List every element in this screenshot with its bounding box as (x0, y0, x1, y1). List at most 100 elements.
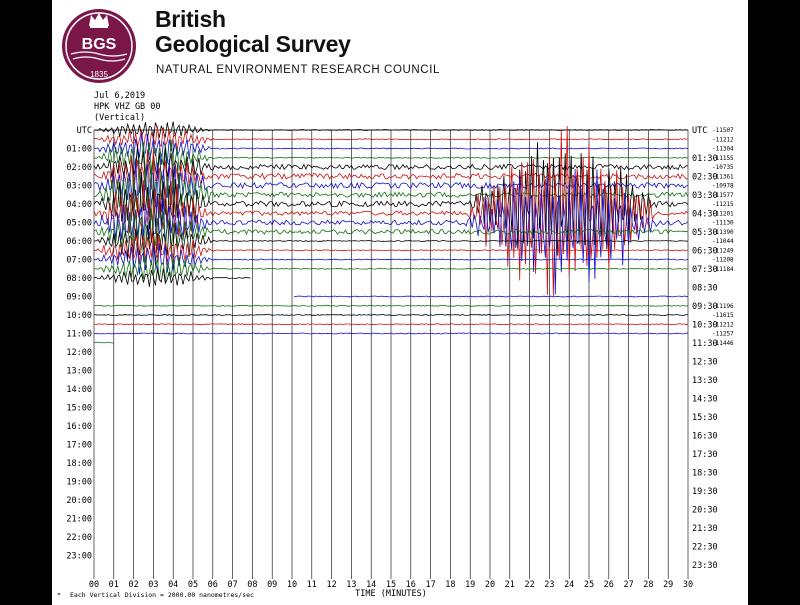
row-label-right: 06:30 (692, 246, 718, 256)
x-tick-label: 10 (287, 580, 297, 590)
trace-offset-value: -11257 (712, 331, 734, 338)
row-label-right: 13:30 (692, 376, 718, 386)
row-label-left: 08:00 (66, 274, 92, 284)
trace-offset-value: -11208 (712, 257, 734, 264)
row-label-right: 03:30 (692, 191, 718, 201)
row-label-left: 12:00 (66, 348, 92, 358)
row-label-right: 02:30 (692, 172, 718, 182)
x-tick-label: 28 (643, 580, 653, 590)
seismic-traces (93, 121, 689, 344)
trace-offset-value: -11212 (712, 136, 734, 143)
trace-offset-value: -11201 (712, 210, 734, 217)
x-tick-label: 19 (465, 580, 475, 590)
row-label-right: 05:30 (692, 228, 718, 238)
x-tick-label: 16 (406, 580, 416, 590)
axis-labels: UTC 01:00 02:00 03:00 04:00 05:00 06:00 07:00 08… (66, 126, 734, 599)
row-label-left: 18:00 (66, 459, 92, 469)
row-label-left: 15:00 (66, 404, 92, 414)
row-label-left: 21:00 (66, 515, 92, 525)
logo-wave-1 (70, 51, 128, 57)
x-tick-label: 30 (683, 580, 693, 590)
row-label-right: UTC (692, 126, 707, 136)
org-name-line1: British (155, 6, 226, 32)
vertical-division-note: Each Vertical Division = 2000.00 nanomet… (70, 591, 254, 599)
row-label-right: 07:30 (692, 265, 718, 275)
x-tick-label: 09 (267, 580, 277, 590)
trace-line (93, 314, 689, 316)
row-label-right: 08:30 (692, 283, 718, 293)
row-label-left: 19:00 (66, 478, 92, 488)
logo-year: 1835 (90, 70, 108, 79)
row-label-left: 03:00 (66, 182, 92, 192)
trace-line (93, 168, 689, 295)
trace-offset-value: -11184 (712, 266, 734, 273)
x-tick-label: 23 (544, 580, 554, 590)
row-label-left: 06:00 (66, 237, 92, 247)
row-label-right: 22:30 (692, 542, 718, 552)
x-tick-label: 11 (307, 580, 317, 590)
trace-line (93, 255, 688, 283)
crown-icon (89, 13, 109, 26)
row-label-left: 01:00 (66, 145, 92, 155)
trace-offset-value: -10978 (712, 183, 734, 190)
x-tick-label: 02 (128, 580, 138, 590)
trace-line (93, 341, 114, 344)
row-label-right: 15:30 (692, 413, 718, 423)
x-tick-label: 20 (485, 580, 495, 590)
row-label-right: 16:30 (692, 431, 718, 441)
x-tick-label: 27 (623, 580, 633, 590)
trace-line (93, 323, 689, 326)
row-label-right: 10:30 (692, 320, 718, 330)
row-label-right: 11:30 (692, 339, 718, 349)
trace-offset-value: -11130 (712, 220, 734, 227)
x-tick-label: 21 (505, 580, 515, 590)
row-label-right: 17:30 (692, 450, 718, 460)
trace-offset-value: -11304 (712, 146, 734, 153)
trace-line (93, 149, 689, 200)
trace-line (93, 121, 689, 140)
row-label-left: 10:00 (66, 311, 92, 321)
trace-offset-value: -11361 (712, 173, 734, 180)
x-tick-label: 07 (227, 580, 237, 590)
bgs-logo-seal: BGS 1835 (62, 9, 136, 83)
row-label-left: 02:00 (66, 163, 92, 173)
trace-line (93, 234, 688, 266)
x-tick-label: 22 (524, 580, 534, 590)
row-label-left: UTC (77, 126, 92, 136)
trace-offset-value: -11215 (712, 201, 734, 208)
trace-offset-value: -11507 (712, 127, 734, 134)
row-label-left: 22:00 (66, 533, 92, 543)
station-code: HPK VHZ GB 00 (94, 102, 161, 112)
trace-line (93, 243, 689, 275)
trace-offset-value: -11577 (712, 192, 734, 199)
row-label-left: 04:00 (66, 200, 92, 210)
row-label-left: 07:00 (66, 256, 92, 266)
x-tick-label: 04 (168, 580, 178, 590)
org-council: NATURAL ENVIRONMENT RESEARCH COUNCIL (156, 64, 441, 76)
x-tick-label: 13 (346, 580, 356, 590)
trace-offset-value: -11212 (712, 321, 734, 328)
x-tick-label: 17 (425, 580, 435, 590)
trace-line (94, 332, 689, 335)
x-tick-label: 03 (148, 580, 158, 590)
trace-offset-value: -10735 (712, 164, 734, 171)
x-tick-label: 18 (445, 580, 455, 590)
row-label-right: 09:30 (692, 302, 718, 312)
trace-offset-value: -11249 (712, 247, 734, 254)
crown-band (90, 25, 108, 28)
x-axis-title: TIME (MINUTES) (355, 589, 427, 599)
trace-offset-value: -11196 (712, 303, 734, 310)
trace-line (93, 268, 251, 287)
row-label-left: 13:00 (66, 367, 92, 377)
row-label-right: 18:30 (692, 468, 718, 478)
row-label-right: 23:30 (692, 561, 718, 571)
x-tick-label: 08 (247, 580, 257, 590)
row-label-left: 16:00 (66, 422, 92, 432)
footer-mark: * (57, 591, 61, 599)
trace-line (93, 304, 689, 307)
row-label-right: 04:30 (692, 209, 718, 219)
row-label-left: 05:00 (66, 219, 92, 229)
x-tick-label: 06 (208, 580, 218, 590)
component-label: (Vertical) (94, 113, 146, 123)
trace-line (93, 126, 689, 152)
